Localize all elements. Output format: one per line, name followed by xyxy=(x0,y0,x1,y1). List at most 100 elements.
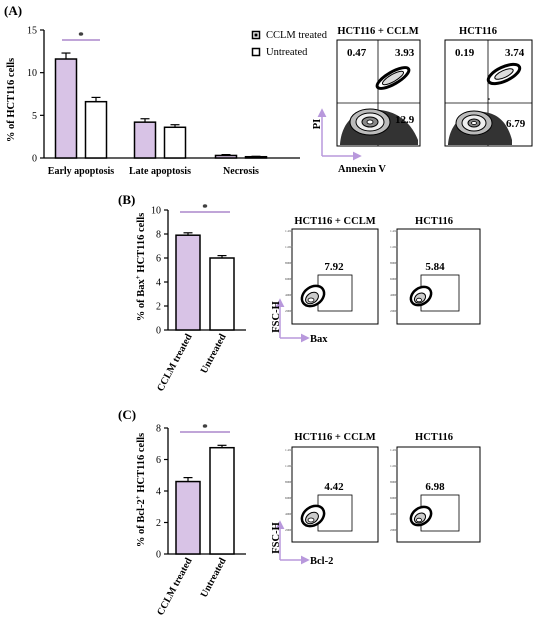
y-tick-label: 2 xyxy=(156,518,161,529)
x-category-label: Untreated xyxy=(199,332,229,376)
flow-b-xlabel: Bax xyxy=(310,334,328,345)
svg-text:1.0M: 1.0M xyxy=(285,464,293,468)
y-tick-label: 4 xyxy=(156,278,161,289)
chart-b-ylabel: % of Bax+ HCT116 cells xyxy=(134,213,147,321)
significance-star: * xyxy=(202,202,208,214)
svg-text:600K: 600K xyxy=(285,277,293,281)
flow-a-left-q2: 3.93 xyxy=(395,47,415,59)
chart-a: % of HCT116 cells 0 5 10 15 Early apoptosis L… xyxy=(6,26,300,177)
x-category-label: Early apoptosis xyxy=(48,166,115,177)
flow-b-left-value: 7.92 xyxy=(324,261,344,273)
flow-b-right-plot xyxy=(396,228,481,325)
svg-text:200K: 200K xyxy=(285,528,293,532)
bar-untreated xyxy=(163,126,187,159)
flow-a: HCT116 + CCLM HCT116 xyxy=(312,26,533,175)
x-category-label: Late apoptosis xyxy=(129,166,191,177)
flow-c-right-title: HCT116 xyxy=(415,432,453,443)
svg-text:400K: 400K xyxy=(390,293,398,297)
flow-c-right-plot xyxy=(396,446,481,543)
flow-b-left-title: HCT116 + CCLM xyxy=(294,216,375,227)
flow-c-left-title: HCT116 + CCLM xyxy=(294,432,375,443)
chart-c-ylabel: % of Bcl-2+ HCT116 cells xyxy=(134,433,147,547)
y-tick-label: 0 xyxy=(156,326,161,337)
bar-treated xyxy=(214,154,238,159)
svg-text:1.2M: 1.2M xyxy=(390,229,398,233)
flow-c-left-value: 4.42 xyxy=(324,481,344,493)
bar-treated xyxy=(133,121,157,159)
flow-a-right-q2: 3.74 xyxy=(505,47,525,59)
bar-untreated xyxy=(209,257,235,331)
y-tick-label: 0 xyxy=(156,550,161,561)
x-category-label: CCLM treated xyxy=(155,556,195,615)
svg-text:400K: 400K xyxy=(285,512,293,516)
flow-b-right-title: HCT116 xyxy=(415,216,453,227)
flow-a-right-title: HCT116 xyxy=(459,26,497,37)
y-tick-label: 4 xyxy=(156,487,161,498)
panel-label-a: (A) xyxy=(4,3,22,18)
y-tick-label: 6 xyxy=(156,455,161,466)
panel-label-b: (B) xyxy=(118,192,135,207)
bar-untreated xyxy=(244,155,268,159)
svg-text:1.2M: 1.2M xyxy=(390,448,398,452)
legend-swatch-untreated xyxy=(251,47,261,57)
x-category-label: CCLM treated xyxy=(155,332,195,394)
flow-a-left-q1: 0.47 xyxy=(347,47,367,59)
svg-text:800K: 800K xyxy=(390,261,398,265)
svg-text:600K: 600K xyxy=(285,496,293,500)
svg-text:200K: 200K xyxy=(285,309,293,313)
y-tick-label: 15 xyxy=(27,26,37,37)
flow-c-xlabel: Bcl-2 xyxy=(310,556,333,567)
bar-treated xyxy=(54,58,78,159)
panel-label-c: (C) xyxy=(118,407,136,422)
bar-untreated xyxy=(209,446,235,555)
flow-c-ylabel: FSC-H xyxy=(271,522,282,554)
svg-text:200K: 200K xyxy=(390,528,398,532)
bar-treated xyxy=(175,480,201,555)
flow-a-ylabel: PI xyxy=(312,119,323,130)
bar-treated xyxy=(175,234,201,331)
flow-c-ticks: 1.2M 1.0M 800K 600K 400K 200K 1.2M 1.0M 800K 600… xyxy=(285,448,398,532)
svg-text:800K: 800K xyxy=(285,261,293,265)
x-category-label: Untreated xyxy=(199,556,229,600)
svg-text:400K: 400K xyxy=(285,293,293,297)
legend-label-treated: CCLM treated xyxy=(266,30,328,41)
flow-a-right-q4: 6.79 xyxy=(506,118,526,130)
chart-c: % of Bcl-2+ HCT116 cells 0 2 4 6 8 CCLM treat… xyxy=(134,422,246,617)
y-tick-label: 10 xyxy=(151,206,161,217)
svg-text:1.0M: 1.0M xyxy=(390,245,398,249)
bar-untreated xyxy=(84,100,108,159)
svg-text:400K: 400K xyxy=(390,512,398,516)
flow-c-right-value: 6.98 xyxy=(425,481,445,493)
svg-text:200K: 200K xyxy=(390,309,398,313)
svg-text:1.0M: 1.0M xyxy=(285,245,293,249)
flow-c-right-contours xyxy=(409,505,433,527)
flow-a-right-contours xyxy=(448,62,522,145)
svg-text:1.2M: 1.2M xyxy=(285,229,293,233)
svg-text:800K: 800K xyxy=(390,480,398,484)
svg-text:800K: 800K xyxy=(285,480,293,484)
y-tick-label: 2 xyxy=(156,302,161,313)
chart-a-ylabel: % of HCT116 cells xyxy=(6,58,17,142)
y-tick-label: 5 xyxy=(32,111,37,122)
flow-c-left-plot xyxy=(291,446,379,543)
flow-b-right-contours xyxy=(409,285,433,307)
flow-c: HCT116 + CCLM HCT116 1.2M 1.0M 800K 600K 400… xyxy=(271,432,481,567)
flow-a-left-title: HCT116 + CCLM xyxy=(337,26,418,37)
svg-text:1.0M: 1.0M xyxy=(390,464,398,468)
y-tick-label: 8 xyxy=(156,424,161,435)
flow-b-ylabel: FSC-H xyxy=(271,301,282,333)
x-category-label: Necrosis xyxy=(223,166,259,177)
legend-swatch-treated-fill xyxy=(254,33,258,37)
significance-star: * xyxy=(202,422,208,434)
flow-b-right-value: 5.84 xyxy=(425,261,445,273)
significance-star: * xyxy=(78,30,84,42)
y-tick-label: 10 xyxy=(27,68,37,79)
flow-c-left-contours xyxy=(300,504,326,528)
legend-label-untreated: Untreated xyxy=(266,47,308,58)
flow-b: HCT116 + CCLM HCT116 1.2M 1.0M 800K 600K 400… xyxy=(271,216,481,345)
svg-text:600K: 600K xyxy=(390,496,398,500)
flow-b-left-plot xyxy=(291,228,379,325)
flow-b-ticks: 1.2M 1.0M 800K 600K 400K 200K 1.2M 1.0M 800K 600… xyxy=(285,229,398,313)
flow-a-right-q1: 0.19 xyxy=(455,47,475,59)
